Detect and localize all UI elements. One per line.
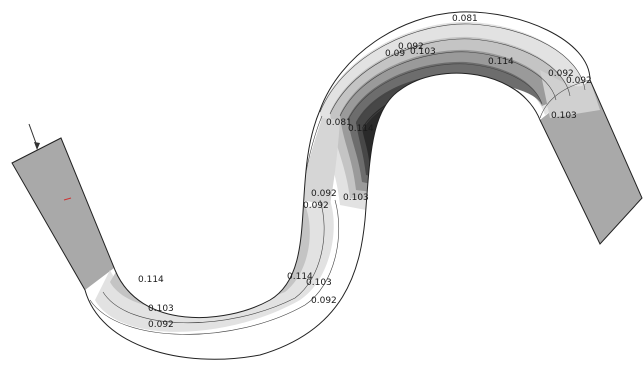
contour-label: 0.092 <box>303 201 329 211</box>
contour-label: 0.103 <box>410 47 436 57</box>
contour-label: 0.114 <box>287 272 313 282</box>
contour-label: 0.103 <box>343 193 369 203</box>
contour-label: 0.114 <box>138 275 164 285</box>
inlet-section <box>12 138 118 290</box>
contour-label: 0.092 <box>311 296 337 306</box>
contour-label: 0.092 <box>548 69 574 79</box>
contour-label: 0.081 <box>326 118 352 128</box>
inlet-arrow-icon <box>28 123 40 150</box>
small-mark-icon <box>63 197 72 201</box>
middle-transition-band <box>300 118 340 205</box>
contour-label: 0.09 <box>385 49 405 59</box>
contour-label: 0.081 <box>452 14 478 24</box>
contour-label: 0.114 <box>488 57 514 67</box>
contour-label: 0.092 <box>398 42 424 52</box>
outlet-entry-band <box>540 70 600 118</box>
contour-label: 0.103 <box>148 304 174 314</box>
contour-labels: 0.081 0.092 0.09 0.103 0.114 0.092 0.092… <box>138 14 592 330</box>
contour-label: 0.092 <box>148 320 174 330</box>
channel-outline <box>11 11 643 360</box>
contour-label: 0.092 <box>566 76 592 86</box>
contour-label: 0.103 <box>306 278 332 288</box>
contour-label: 0.103 <box>551 111 577 121</box>
contour-label: 0.092 <box>311 189 337 199</box>
outlet-section <box>540 80 642 244</box>
contour-label: 0.114 <box>348 124 374 134</box>
